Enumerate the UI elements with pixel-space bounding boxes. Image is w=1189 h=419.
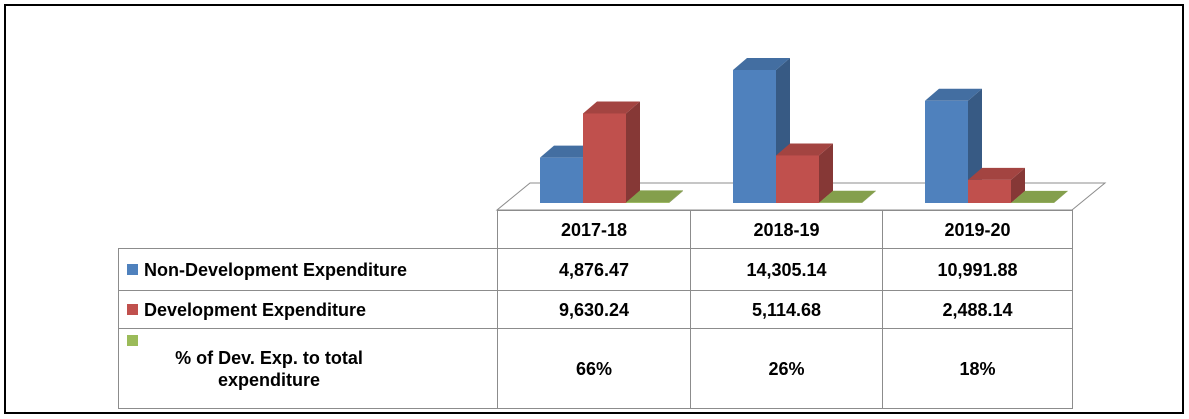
value-cell: 14,305.14 [690, 248, 883, 291]
series-name: % of Dev. Exp. to total expenditure [118, 328, 498, 409]
legend-label: Non-Development Expenditure [144, 259, 408, 280]
frame [4, 4, 1184, 414]
bar [1011, 190, 1068, 203]
value-cell: 4,876.47 [497, 248, 691, 291]
value-cell: 9,630.24 [497, 290, 691, 329]
bar-top [925, 88, 982, 101]
bar-front [583, 113, 626, 203]
bar-side [1054, 190, 1068, 203]
value-cell: 66% [497, 328, 691, 409]
bar-front [776, 155, 819, 203]
bar [626, 190, 683, 203]
bar [925, 88, 982, 203]
bar-side [669, 190, 683, 203]
bar [776, 143, 833, 203]
value-cell: 2,488.14 [882, 290, 1073, 329]
category-header: 2018-19 [690, 210, 883, 249]
bar-top [733, 58, 790, 70]
bar-top [540, 145, 597, 158]
bar [968, 167, 1025, 203]
bar-side [819, 143, 833, 203]
bar-side [862, 190, 876, 203]
legend-key [127, 335, 138, 346]
category-header: 2017-18 [497, 210, 691, 249]
bar-top [626, 190, 683, 203]
bar-front [925, 100, 968, 203]
bar-top [1011, 190, 1068, 203]
value-cell: 10,991.88 [882, 248, 1073, 291]
bar-front [733, 70, 776, 203]
bar-side [626, 101, 640, 203]
legend-label: % of Dev. Exp. to total expenditure [175, 347, 363, 390]
bar [819, 190, 876, 203]
bar-top [776, 143, 833, 156]
value-cell: 26% [690, 328, 883, 409]
bar-front [968, 179, 1011, 203]
legend-key [127, 264, 138, 275]
value-cell: 5,114.68 [690, 290, 883, 329]
legend-key [127, 304, 138, 315]
series-name: Development Expenditure [118, 290, 498, 329]
series-name: Non-Development Expenditure [118, 248, 498, 291]
category-header: 2019-20 [882, 210, 1073, 249]
bar-front [540, 157, 583, 203]
bar-front [626, 202, 669, 203]
bar-top [819, 190, 876, 203]
bar-top [583, 101, 640, 114]
bar-side [1011, 167, 1025, 203]
bar [583, 101, 640, 203]
value-cell: 18% [882, 328, 1073, 409]
bar-top [968, 167, 1025, 180]
legend-label: Development Expenditure [144, 299, 367, 320]
